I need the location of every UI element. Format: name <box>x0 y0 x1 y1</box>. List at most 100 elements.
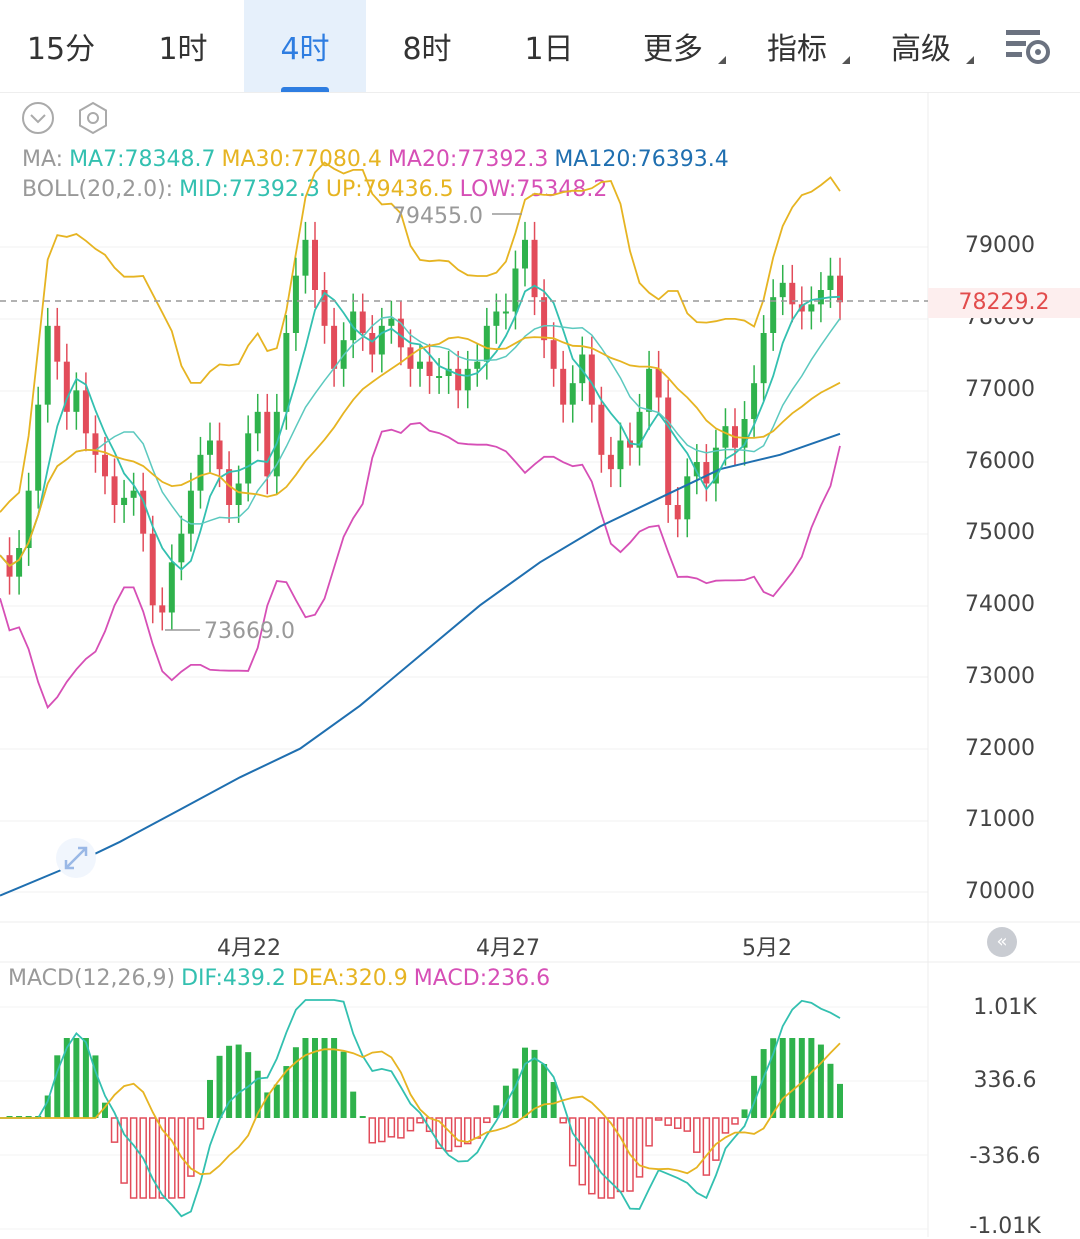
candle-body <box>703 462 710 484</box>
tab-label: 1时 <box>158 32 208 67</box>
macd-histogram-bar <box>359 1116 366 1118</box>
candle-body <box>684 476 691 520</box>
tab-label: 高级 <box>891 32 951 67</box>
double-chevron-left-icon: « <box>996 931 1008 952</box>
candle-body <box>178 533 185 563</box>
macd-histogram-bar <box>578 1117 587 1186</box>
macd-histogram-bar <box>473 1117 482 1139</box>
candle-body <box>569 383 576 405</box>
macd-histogram-bar <box>16 1116 23 1118</box>
tab-1d[interactable]: 1日 <box>488 0 610 92</box>
collapse-indicators-button[interactable] <box>20 100 56 136</box>
tabbar-divider <box>0 92 1080 93</box>
macd-histogram-bar <box>416 1117 424 1124</box>
tab-advanced[interactable]: 高级 <box>860 0 982 92</box>
macd-histogram-bar <box>522 1047 528 1118</box>
macd-histogram-bar <box>6 1116 13 1118</box>
candle-body <box>216 440 223 470</box>
dropdown-triangle-icon <box>966 56 974 64</box>
tab-15m[interactable]: 15分 <box>0 0 122 92</box>
date-axis-label: 5月2 <box>742 936 792 961</box>
candle-body <box>168 562 175 613</box>
candle-body <box>121 497 128 505</box>
macd-histogram-bar <box>196 1117 205 1130</box>
ma-legend: MA: MA7:78348.7 MA30:77080.4 MA20:77392.3 MA… <box>22 147 735 172</box>
tab-8h[interactable]: 8时 <box>366 0 488 92</box>
macd-histogram-bar <box>158 1117 167 1199</box>
macd-histogram-bar <box>387 1117 396 1138</box>
candle-body <box>35 404 42 491</box>
candle-body <box>331 325 338 369</box>
indicator-settings-button[interactable] <box>75 100 111 136</box>
macd-histogram-bar <box>664 1117 672 1126</box>
macd-histogram-bar <box>273 1084 280 1118</box>
bollinger-bands <box>0 161 841 710</box>
candle-body <box>588 354 595 405</box>
macd-histogram-bar <box>129 1117 138 1199</box>
dropdown-triangle-icon <box>842 56 850 64</box>
tab-more[interactable]: 更多 <box>612 0 734 92</box>
candle-body <box>531 239 538 298</box>
low-price-label: 73669.0 <box>204 619 295 644</box>
macd-histogram-bar <box>177 1117 186 1199</box>
macd-histogram-bar <box>63 1038 70 1118</box>
dea-line <box>0 1042 841 1176</box>
candle-body <box>560 368 567 405</box>
tab-label: 1日 <box>524 32 574 67</box>
tab-4h[interactable]: 4时 <box>244 0 366 92</box>
macd-histogram-bar <box>541 1064 548 1118</box>
macd-histogram-bar <box>731 1117 739 1125</box>
price-axis-label: 71000 <box>965 807 1035 832</box>
ma120-value: MA120:76393.4 <box>554 147 729 172</box>
candle-body <box>417 361 423 369</box>
candle-body <box>770 297 777 333</box>
tab-indicators[interactable]: 指标 <box>736 0 858 92</box>
current-price-tag: 78229.2 <box>928 288 1080 318</box>
macd-histogram-bar <box>550 1082 557 1118</box>
macd-histogram-bar <box>597 1117 606 1199</box>
macd-histogram-bar <box>312 1038 318 1118</box>
macd-histogram-bar <box>760 1049 767 1118</box>
macd-axis-label: -1.01K <box>969 1214 1041 1239</box>
ma7-line <box>0 284 841 571</box>
candle-body <box>808 304 815 312</box>
candle-body <box>474 361 481 369</box>
macd-histogram-bar <box>531 1049 538 1118</box>
candle-body <box>54 325 61 362</box>
scroll-to-start-button[interactable]: « <box>987 927 1017 957</box>
fullscreen-button[interactable] <box>56 838 96 878</box>
hexagon-settings-icon <box>79 101 107 135</box>
candle-body <box>779 282 786 298</box>
macd-histogram-bar <box>73 1038 80 1118</box>
tab-label: 更多 <box>643 32 703 67</box>
macd-histogram-bar <box>444 1117 453 1152</box>
candle-body <box>607 454 614 470</box>
candle-body <box>359 311 366 333</box>
candle-body <box>187 490 194 534</box>
macd-legend-prefix: MACD(12,26,9) <box>8 966 176 991</box>
macd-histogram-bar <box>207 1079 213 1118</box>
macd-axis-label: 336.6 <box>973 1068 1037 1093</box>
candle-body <box>550 340 557 369</box>
chart-settings-button[interactable] <box>1000 22 1056 68</box>
price-axis-label: 75000 <box>965 520 1035 545</box>
candle-body <box>226 469 233 505</box>
macd-histogram-bar <box>321 1038 328 1118</box>
macd-histogram-bar <box>693 1117 701 1153</box>
macd-histogram-bar <box>512 1068 519 1118</box>
price-axis-label: 70000 <box>965 879 1035 904</box>
price-axis-label: 79000 <box>965 233 1035 258</box>
macd-histogram-bar <box>817 1044 824 1118</box>
macd-histogram-bar <box>559 1117 567 1124</box>
ma7-value: MA7:78348.7 <box>69 147 216 172</box>
macd-histogram-bar <box>397 1117 405 1139</box>
candle-body <box>397 318 404 348</box>
expand-arrows-icon <box>64 846 88 870</box>
candle-body <box>636 411 643 448</box>
macd-histogram-bar <box>435 1117 443 1150</box>
tab-1h[interactable]: 1时 <box>122 0 244 92</box>
macd-histogram-bar <box>139 1117 147 1199</box>
macd-histogram-bar <box>264 1092 271 1118</box>
candle-body <box>712 447 719 484</box>
